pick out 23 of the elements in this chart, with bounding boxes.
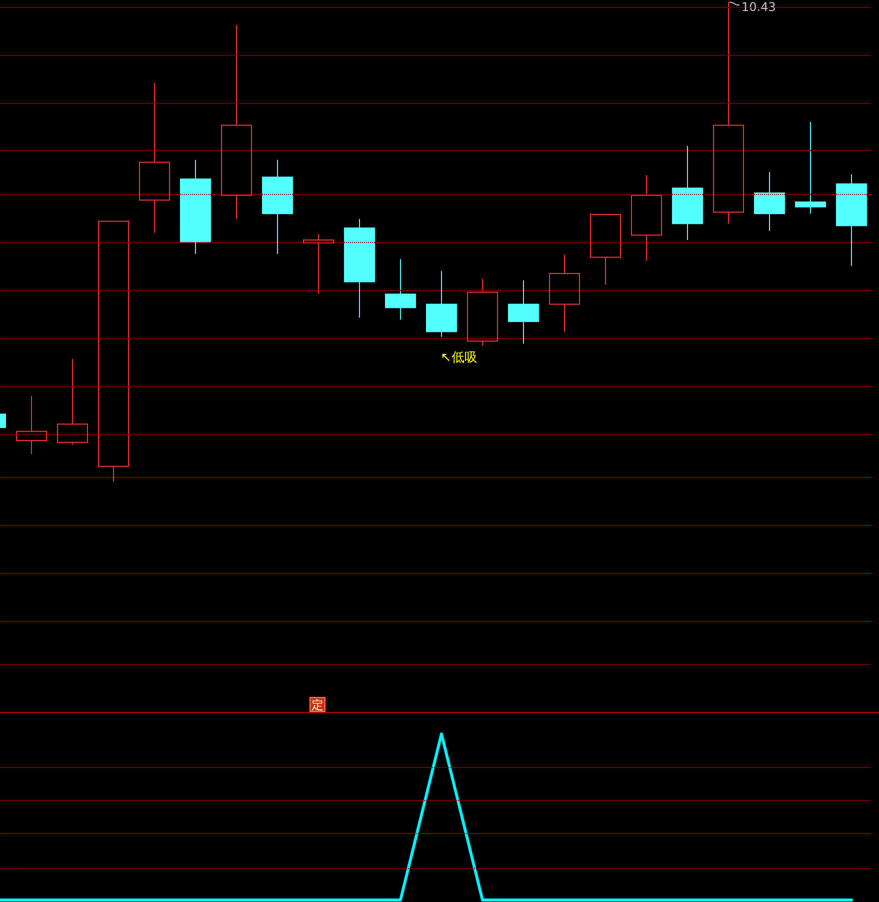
candlestick [836,174,867,266]
candlestick [590,214,621,286]
candlestick [795,121,826,214]
candlestick [713,2,744,224]
candlestick [139,82,170,234]
candlestick [508,280,539,344]
candlestick [262,159,293,254]
annotation: 10.43 [742,0,776,14]
candlestick [631,174,662,262]
candlestick [57,358,88,446]
candlestick [221,24,252,220]
candlestick [754,171,785,232]
candlestick [98,220,129,482]
candlestick [16,395,47,454]
candlestick [426,270,457,338]
candlestick [549,254,580,332]
text: 定 [312,698,324,712]
candlestick [180,159,211,254]
annotation: ↖低吸 [440,350,478,366]
candlestick [467,278,498,346]
candlestick [672,145,703,240]
candlestick [344,218,375,318]
candlestick [385,258,416,320]
